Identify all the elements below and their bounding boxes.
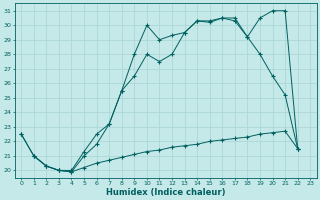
X-axis label: Humidex (Indice chaleur): Humidex (Indice chaleur)	[106, 188, 226, 197]
